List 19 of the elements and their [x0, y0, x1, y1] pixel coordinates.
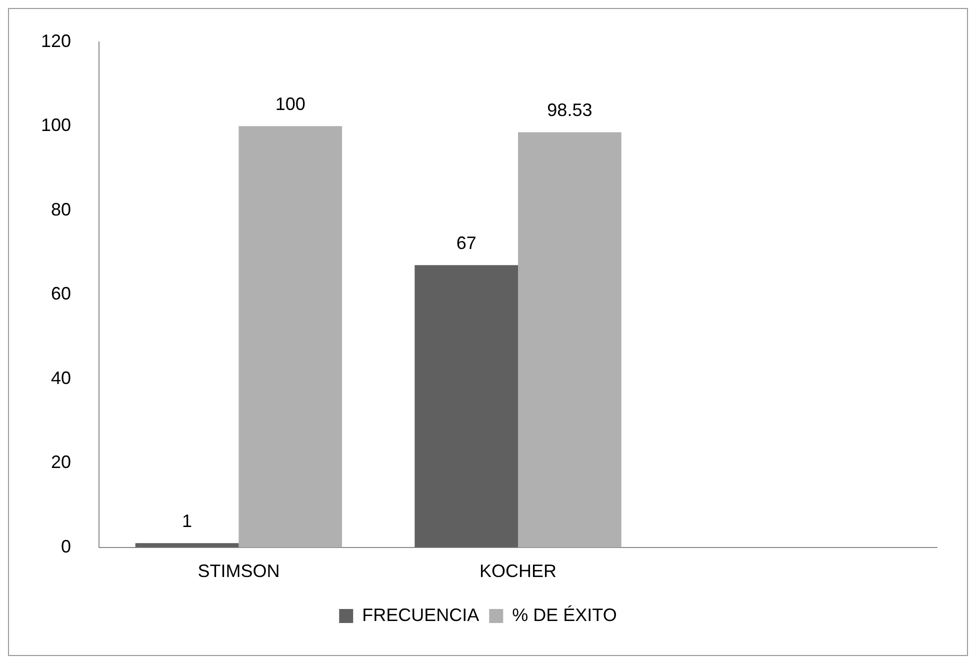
y-tick-label: 100: [40, 115, 72, 136]
bar: [238, 126, 342, 548]
data-label: 98.53: [547, 100, 592, 120]
bar: [135, 543, 239, 548]
y-tick-label: 0: [61, 536, 72, 556]
y-tick-label: 20: [51, 452, 72, 472]
data-label: 1: [182, 511, 192, 532]
bar: [518, 132, 622, 548]
y-tick-label: 40: [51, 368, 72, 388]
x-tick-label: STIMSON: [198, 561, 280, 582]
y-tick-label: 60: [51, 284, 72, 304]
x-tick-label: KOCHER: [480, 561, 557, 582]
legend-label: FRECUENCIA: [362, 604, 480, 625]
bar: [414, 265, 518, 548]
y-tick-label: 120: [40, 30, 72, 51]
data-label: 100: [275, 94, 306, 114]
data-label: 67: [456, 233, 476, 254]
y-tick-label: 80: [51, 199, 72, 220]
legend-label: % DE ÉXITO: [512, 604, 617, 625]
